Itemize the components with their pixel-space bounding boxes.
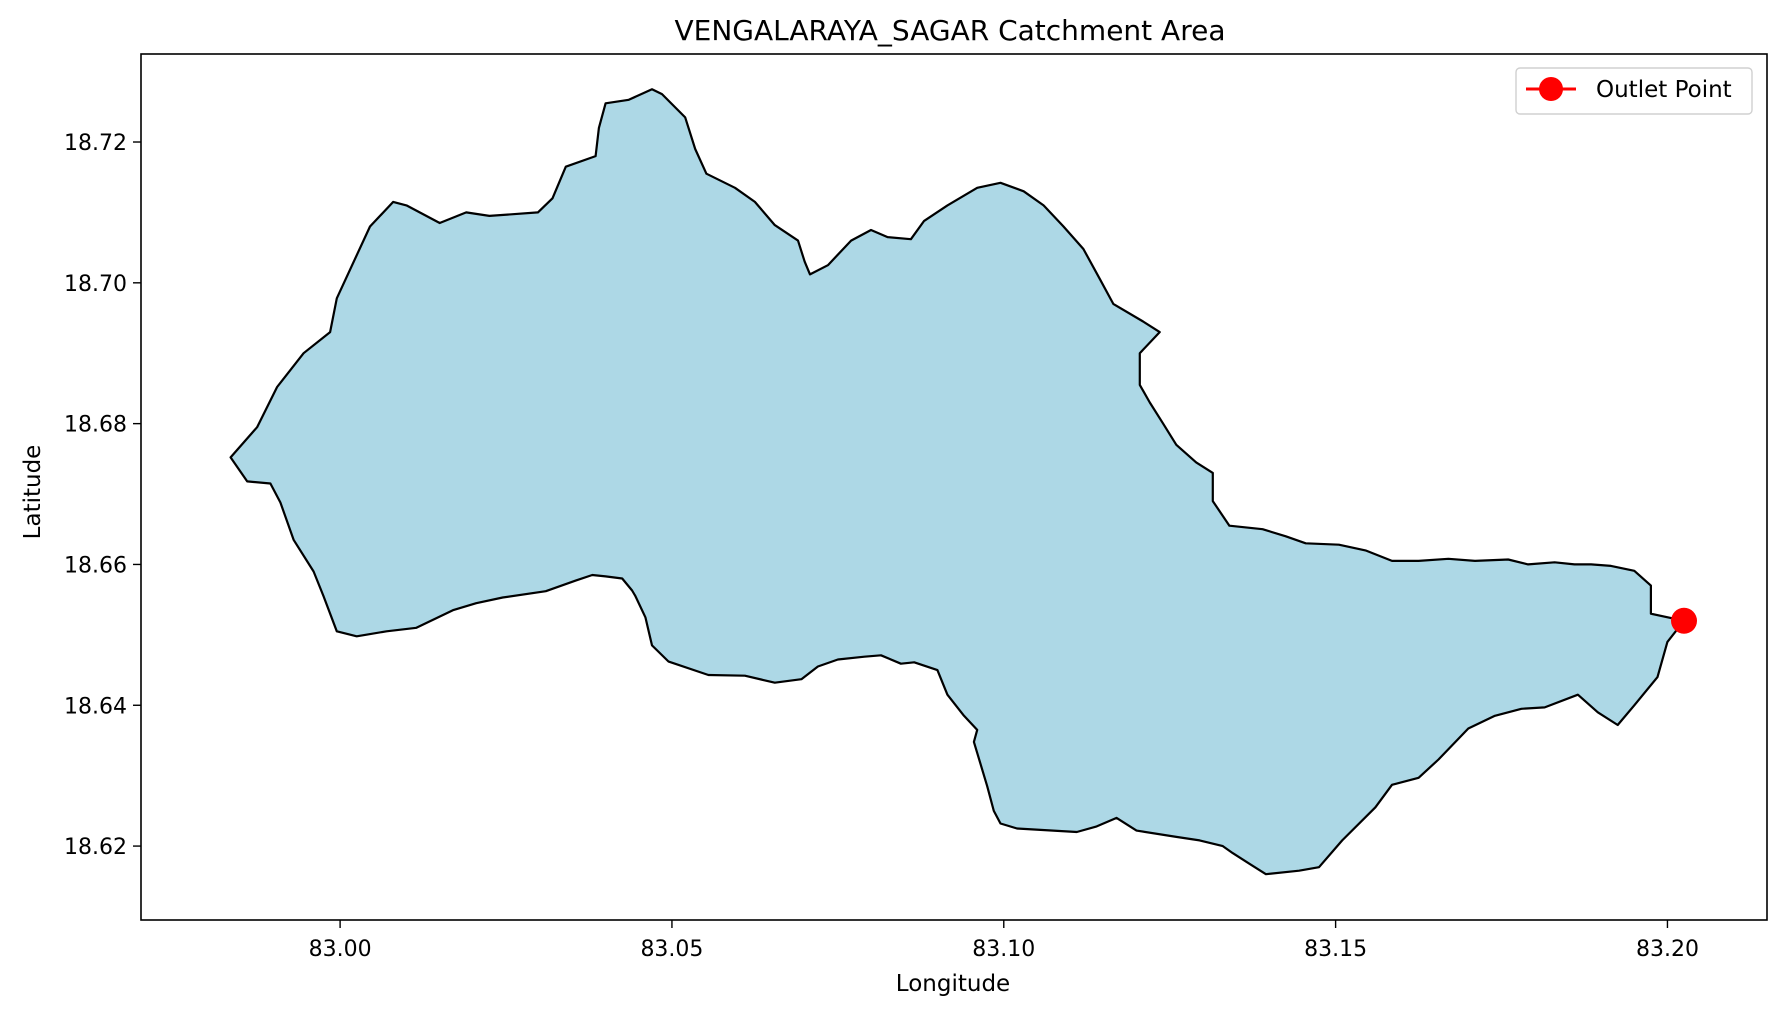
x-axis-title: Longitude [896,971,1010,997]
catchment-polygon [229,88,1686,876]
legend-label: Outlet Point [1596,77,1732,103]
plot-border [140,53,1768,921]
x-tick-label: 83.05 [640,937,703,962]
y-tick-label: 18.72 [64,131,127,156]
legend-marker-icon [1539,77,1563,101]
legend: Outlet Point [1515,67,1753,115]
y-axis: 18.62 18.64 18.66 18.68 18.70 18.72 [64,131,141,860]
y-tick-label: 18.70 [64,272,127,297]
y-tick-label: 18.62 [64,835,127,860]
chart-title: VENGALARAYA_SAGAR Catchment Area [675,14,1226,47]
y-axis-title: Latitude [20,445,46,540]
x-tick-label: 83.10 [972,937,1035,962]
legend-box [1515,67,1753,115]
outlet-point-marker [1671,607,1697,634]
x-axis: 83.00 83.05 83.10 83.15 83.20 [309,920,1699,962]
y-tick-label: 18.68 [64,413,127,438]
x-tick-label: 83.20 [1636,937,1699,962]
x-tick-label: 83.00 [309,937,372,962]
plot-area [140,53,1768,921]
x-tick-label: 83.15 [1304,937,1367,962]
y-tick-label: 18.66 [64,553,127,578]
y-tick-label: 18.64 [64,694,127,719]
